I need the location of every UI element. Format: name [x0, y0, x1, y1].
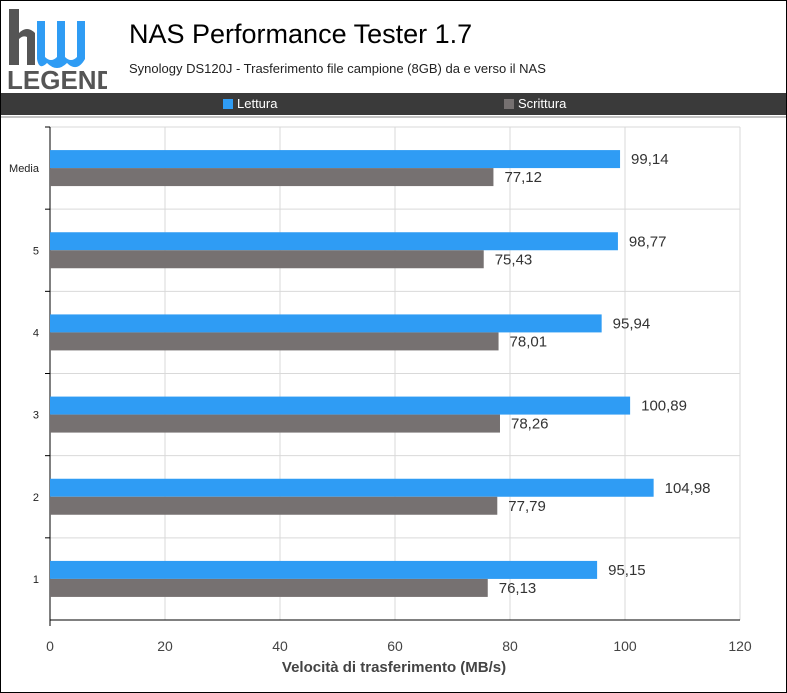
legend-item-write: Scrittura	[504, 96, 566, 111]
y-category-label: 3	[33, 410, 39, 422]
legend-swatch-write	[504, 98, 514, 109]
data-label-read: 95,15	[608, 562, 646, 579]
logo-legend-text: LEGEND	[7, 65, 107, 91]
bar-read	[50, 150, 621, 169]
chart-subtitle: Synology DS120J - Trasferimento file cam…	[129, 61, 546, 76]
bar-read	[50, 232, 618, 251]
y-category-label: Media	[9, 163, 40, 175]
bar-write	[50, 414, 500, 433]
chart-title: NAS Performance Tester 1.7	[129, 19, 473, 49]
y-category-label: 5	[33, 245, 39, 257]
bar-write	[50, 578, 488, 597]
bar-write	[50, 250, 484, 269]
x-tick-label: 40	[272, 638, 288, 654]
data-label-write: 77,79	[508, 498, 546, 515]
data-label-read: 99,14	[631, 151, 669, 168]
y-category-label: 2	[33, 492, 39, 504]
bar-write	[50, 168, 494, 187]
data-label-read: 100,89	[641, 398, 687, 415]
x-tick-label: 60	[387, 638, 403, 654]
data-label-write: 76,13	[499, 580, 537, 597]
x-tick-label: 20	[157, 638, 173, 654]
data-label-write: 78,01	[510, 333, 548, 350]
x-tick-label: 120	[728, 638, 752, 654]
legend: Lettura Scrittura	[1, 93, 786, 115]
x-axis-label: Velocità di trasferimento (MB/s)	[282, 659, 506, 676]
data-label-read: 104,98	[665, 480, 711, 497]
y-category-label: 4	[33, 327, 39, 339]
data-label-read: 98,77	[629, 233, 667, 250]
legend-label-read: Lettura	[237, 96, 278, 111]
x-tick-label: 0	[46, 638, 54, 654]
bar-read	[50, 396, 631, 415]
bar-read	[50, 314, 602, 333]
data-label-read: 95,94	[613, 315, 651, 332]
legend-item-read: Lettura	[223, 96, 277, 111]
y-category-label: 1	[33, 574, 39, 586]
legend-swatch-read	[223, 98, 233, 109]
hwlegend-logo: LEGEND	[7, 9, 107, 91]
chart-header: LEGEND NAS Performance Tester 1.7 Synolo…	[1, 1, 786, 93]
x-tick-label: 100	[613, 638, 637, 654]
bar-read	[50, 478, 654, 497]
bar-write	[50, 332, 499, 351]
x-tick-label: 80	[502, 638, 518, 654]
bar-write	[50, 496, 498, 515]
data-label-write: 77,12	[504, 169, 542, 186]
legend-label-write: Scrittura	[518, 96, 567, 111]
data-label-write: 78,26	[511, 416, 549, 433]
bar-read	[50, 560, 598, 579]
data-label-write: 75,43	[495, 251, 533, 268]
